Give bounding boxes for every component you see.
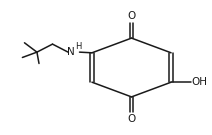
Text: O: O xyxy=(127,11,136,21)
Text: O: O xyxy=(127,114,136,124)
Text: N: N xyxy=(67,47,74,57)
Text: H: H xyxy=(75,43,82,51)
Text: OH: OH xyxy=(192,77,208,87)
